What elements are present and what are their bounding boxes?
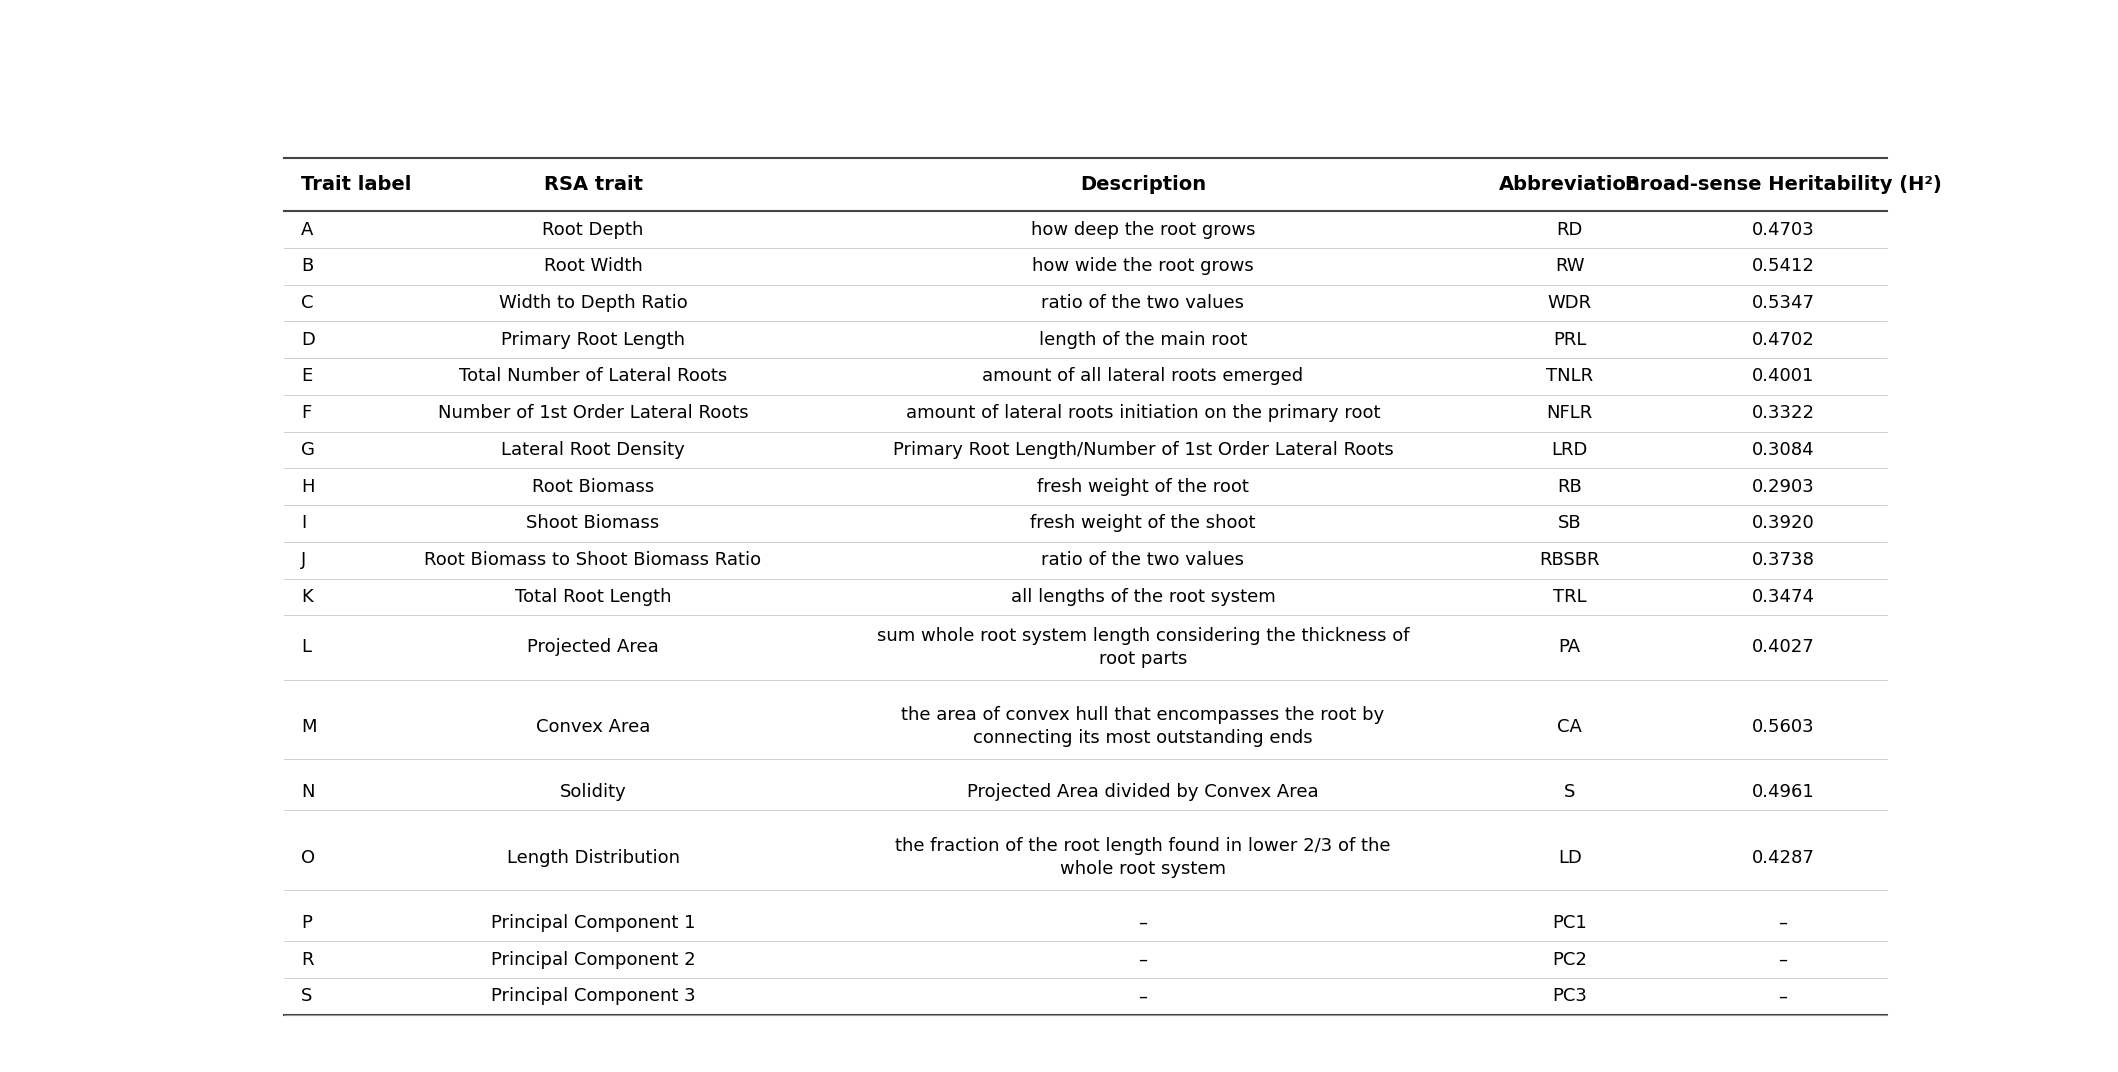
Text: RW: RW	[1555, 257, 1584, 276]
Text: –: –	[1779, 951, 1788, 969]
Text: F: F	[301, 404, 311, 422]
Text: S: S	[301, 987, 311, 1006]
Text: 0.4001: 0.4001	[1752, 368, 1815, 386]
Text: S: S	[1563, 783, 1576, 801]
Text: Primary Root Length/Number of 1st Order Lateral Roots: Primary Root Length/Number of 1st Order …	[892, 441, 1394, 459]
Text: I: I	[301, 515, 307, 533]
Text: 0.3920: 0.3920	[1752, 515, 1815, 533]
Text: 0.5347: 0.5347	[1752, 294, 1815, 312]
Text: J: J	[301, 551, 307, 569]
Text: 0.3322: 0.3322	[1752, 404, 1815, 422]
Text: P: P	[301, 914, 311, 932]
Text: Shoot Biomass: Shoot Biomass	[527, 515, 659, 533]
Text: length of the main root: length of the main root	[1038, 331, 1248, 348]
Text: O: O	[301, 849, 316, 866]
Text: –: –	[1139, 951, 1148, 969]
Text: Trait label: Trait label	[301, 175, 411, 194]
Text: Total Root Length: Total Root Length	[515, 587, 671, 606]
Text: RSA trait: RSA trait	[544, 175, 642, 194]
Text: how deep the root grows: how deep the root grows	[1031, 221, 1256, 239]
Text: N: N	[301, 783, 313, 801]
Text: LD: LD	[1557, 849, 1582, 866]
Text: 0.5603: 0.5603	[1752, 717, 1815, 735]
Text: RBSBR: RBSBR	[1540, 551, 1599, 569]
Text: Projected Area: Projected Area	[527, 639, 659, 656]
Text: Convex Area: Convex Area	[536, 717, 650, 735]
Text: Length Distribution: Length Distribution	[506, 849, 680, 866]
Text: the fraction of the root length found in lower 2/3 of the
whole root system: the fraction of the root length found in…	[896, 837, 1392, 878]
Text: amount of lateral roots initiation on the primary root: amount of lateral roots initiation on th…	[907, 404, 1381, 422]
Text: 0.4027: 0.4027	[1752, 639, 1815, 656]
Text: LRD: LRD	[1552, 441, 1588, 459]
Text: Number of 1st Order Lateral Roots: Number of 1st Order Lateral Roots	[438, 404, 748, 422]
Text: –: –	[1139, 987, 1148, 1006]
Text: amount of all lateral roots emerged: amount of all lateral roots emerged	[983, 368, 1303, 386]
Text: A: A	[301, 221, 313, 239]
Text: Width to Depth Ratio: Width to Depth Ratio	[498, 294, 688, 312]
Text: 0.4287: 0.4287	[1752, 849, 1815, 866]
Text: PC3: PC3	[1552, 987, 1586, 1006]
Text: Root Biomass: Root Biomass	[532, 478, 654, 495]
Text: ratio of the two values: ratio of the two values	[1042, 551, 1245, 569]
Text: B: B	[301, 257, 313, 276]
Text: Abbreviation: Abbreviation	[1500, 175, 1641, 194]
Text: –: –	[1779, 914, 1788, 932]
Text: Lateral Root Density: Lateral Root Density	[502, 441, 684, 459]
Text: D: D	[301, 331, 316, 348]
Text: Principal Component 3: Principal Component 3	[491, 987, 695, 1006]
Text: the area of convex hull that encompasses the root by
connecting its most outstan: the area of convex hull that encompasses…	[902, 706, 1385, 747]
Text: M: M	[301, 717, 316, 735]
Text: Principal Component 1: Principal Component 1	[491, 914, 695, 932]
Text: NFLR: NFLR	[1546, 404, 1593, 422]
Text: PRL: PRL	[1552, 331, 1586, 348]
Text: PA: PA	[1559, 639, 1580, 656]
Text: 0.4702: 0.4702	[1752, 331, 1815, 348]
Text: TRL: TRL	[1552, 587, 1586, 606]
Text: how wide the root grows: how wide the root grows	[1031, 257, 1254, 276]
Text: Total Number of Lateral Roots: Total Number of Lateral Roots	[460, 368, 726, 386]
Text: fresh weight of the shoot: fresh weight of the shoot	[1029, 515, 1256, 533]
Text: R: R	[301, 951, 313, 969]
Text: ratio of the two values: ratio of the two values	[1042, 294, 1245, 312]
Text: K: K	[301, 587, 313, 606]
Text: Principal Component 2: Principal Component 2	[491, 951, 695, 969]
Text: Description: Description	[1080, 175, 1205, 194]
Text: PC1: PC1	[1552, 914, 1586, 932]
Text: TNLR: TNLR	[1546, 368, 1593, 386]
Text: 0.4961: 0.4961	[1752, 783, 1815, 801]
Text: all lengths of the root system: all lengths of the root system	[1010, 587, 1275, 606]
Text: –: –	[1139, 914, 1148, 932]
Text: Root Width: Root Width	[544, 257, 642, 276]
Text: Solidity: Solidity	[559, 783, 627, 801]
Text: H: H	[301, 478, 313, 495]
Text: RD: RD	[1557, 221, 1582, 239]
Text: RB: RB	[1557, 478, 1582, 495]
Text: 0.4703: 0.4703	[1752, 221, 1815, 239]
Text: L: L	[301, 639, 311, 656]
Text: 0.3738: 0.3738	[1752, 551, 1815, 569]
Text: PC2: PC2	[1552, 951, 1586, 969]
Text: 0.3474: 0.3474	[1752, 587, 1815, 606]
Text: WDR: WDR	[1548, 294, 1593, 312]
Text: C: C	[301, 294, 313, 312]
Text: 0.5412: 0.5412	[1752, 257, 1815, 276]
Text: Root Biomass to Shoot Biomass Ratio: Root Biomass to Shoot Biomass Ratio	[424, 551, 762, 569]
Text: 0.2903: 0.2903	[1752, 478, 1815, 495]
Text: 0.3084: 0.3084	[1752, 441, 1815, 459]
Text: SB: SB	[1559, 515, 1582, 533]
Text: Primary Root Length: Primary Root Length	[502, 331, 684, 348]
Text: Broad-sense Heritability (H²): Broad-sense Heritability (H²)	[1625, 175, 1942, 194]
Text: fresh weight of the root: fresh weight of the root	[1038, 478, 1250, 495]
Text: Root Depth: Root Depth	[542, 221, 644, 239]
Text: sum whole root system length considering the thickness of
root parts: sum whole root system length considering…	[877, 627, 1408, 668]
Text: CA: CA	[1557, 717, 1582, 735]
Text: E: E	[301, 368, 311, 386]
Text: –: –	[1779, 987, 1788, 1006]
Text: G: G	[301, 441, 316, 459]
Text: Projected Area divided by Convex Area: Projected Area divided by Convex Area	[968, 783, 1320, 801]
